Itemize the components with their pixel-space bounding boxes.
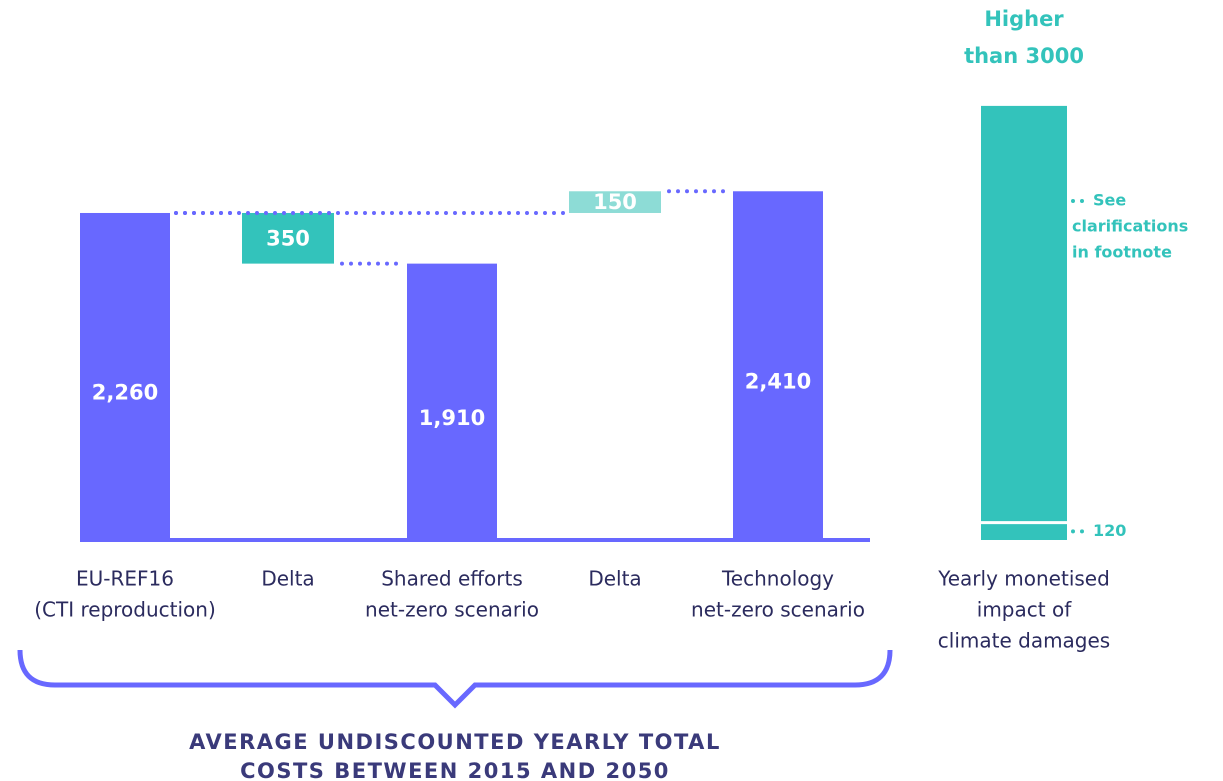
x-tick-label: net-zero scenario [365, 598, 539, 622]
value-label: Higher [984, 7, 1064, 31]
value-label: 2,260 [92, 380, 158, 404]
x-tick-label: net-zero scenario [691, 598, 865, 622]
annotation: in footnote [1072, 243, 1172, 262]
x-tick-label: Delta [261, 567, 314, 591]
value-label: 1,910 [419, 406, 485, 430]
x-tick-label: impact of [977, 598, 1072, 622]
brace [17, 649, 893, 709]
value-label: 150 [593, 190, 637, 214]
delta-bar [569, 191, 661, 213]
annotation: clarifications [1072, 217, 1188, 236]
marker-label: 120 [1093, 521, 1126, 540]
x-tick-label: climate damages [938, 629, 1110, 653]
bar [80, 212, 170, 540]
caption: AVERAGE UNDISCOUNTED YEARLY TOTAL [189, 730, 721, 754]
delta-bar [242, 212, 334, 264]
value-label: than 3000 [964, 44, 1084, 68]
x-tick-label: Shared efforts [381, 567, 523, 591]
annotation: See [1093, 191, 1126, 210]
value-label: 350 [266, 226, 310, 250]
x-tick-label: Yearly monetised [937, 567, 1110, 591]
bar [407, 263, 497, 540]
x-tick-label: Technology [721, 567, 834, 591]
value-label: 2,410 [745, 370, 811, 394]
caption: COSTS BETWEEN 2015 AND 2050 [240, 759, 670, 781]
bar [981, 105, 1067, 541]
x-tick-label: (CTI reproduction) [34, 598, 216, 622]
bar [733, 191, 823, 540]
x-tick-label: EU-REF16 [76, 567, 174, 591]
x-tick-label: Delta [588, 567, 641, 591]
